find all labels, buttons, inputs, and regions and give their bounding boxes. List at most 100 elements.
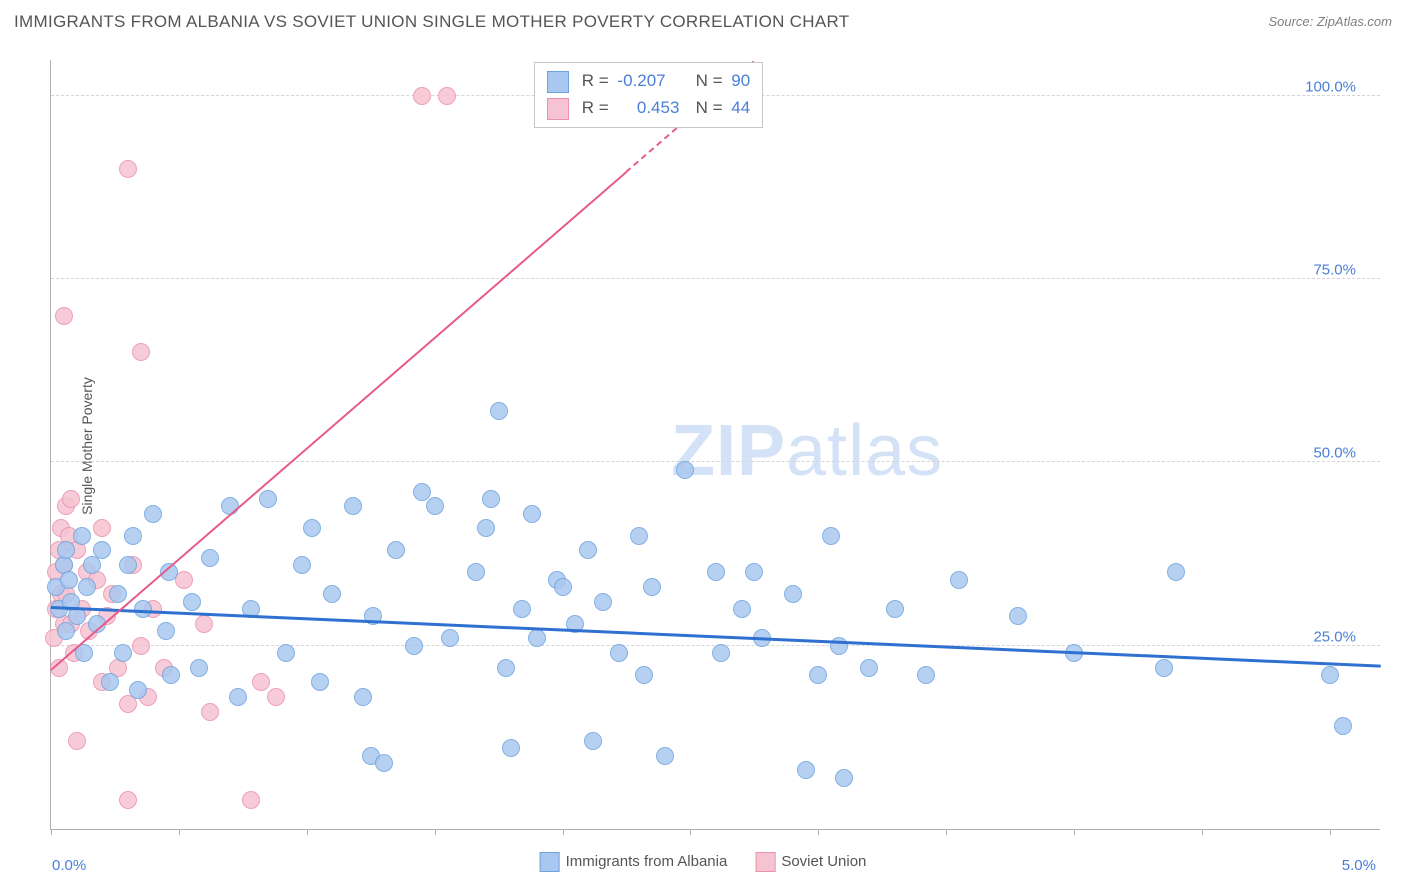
data-point-albania (579, 541, 597, 559)
scatter-plot-area: ZIPatlas 25.0%50.0%75.0%100.0% (50, 60, 1380, 830)
data-point-albania (676, 461, 694, 479)
data-point-albania (860, 659, 878, 677)
data-point-soviet (119, 791, 137, 809)
data-point-soviet (201, 703, 219, 721)
data-point-albania (387, 541, 405, 559)
data-point-albania (523, 505, 541, 523)
data-point-albania (1334, 717, 1352, 735)
correlation-swatch-albania (547, 71, 569, 93)
data-point-albania (712, 644, 730, 662)
data-point-soviet (62, 490, 80, 508)
watermark-bold: ZIP (671, 411, 786, 491)
data-point-albania (114, 644, 132, 662)
data-point-albania (60, 571, 78, 589)
data-point-soviet (413, 87, 431, 105)
data-point-albania (293, 556, 311, 574)
data-point-albania (426, 497, 444, 515)
data-point-albania (745, 563, 763, 581)
data-point-albania (78, 578, 96, 596)
legend-item-albania: Immigrants from Albania (540, 852, 728, 872)
source-prefix: Source: (1268, 14, 1316, 29)
r-label: R = (582, 71, 609, 90)
data-point-soviet (93, 519, 111, 537)
r-label: R = (582, 98, 609, 117)
legend-label-albania: Immigrants from Albania (566, 853, 728, 870)
data-point-soviet (267, 688, 285, 706)
data-point-soviet (175, 571, 193, 589)
data-point-albania (822, 527, 840, 545)
data-point-albania (1155, 659, 1173, 677)
data-point-soviet (132, 637, 150, 655)
data-point-albania (259, 490, 277, 508)
data-point-albania (630, 527, 648, 545)
data-point-albania (101, 673, 119, 691)
data-point-albania (707, 563, 725, 581)
watermark: ZIPatlas (671, 410, 943, 492)
x-tick (818, 829, 819, 835)
data-point-soviet (132, 343, 150, 361)
legend-swatch-albania (540, 852, 560, 872)
data-point-soviet (438, 87, 456, 105)
y-tick-label: 25.0% (1313, 628, 1356, 645)
data-point-albania (467, 563, 485, 581)
data-point-albania (229, 688, 247, 706)
data-point-albania (344, 497, 362, 515)
data-point-soviet (68, 732, 86, 750)
chart-title: IMMIGRANTS FROM ALBANIA VS SOVIET UNION … (14, 12, 849, 31)
x-tick (563, 829, 564, 835)
legend-swatch-soviet (755, 852, 775, 872)
data-point-albania (1009, 607, 1027, 625)
data-point-albania (144, 505, 162, 523)
x-tick (1202, 829, 1203, 835)
data-point-albania (157, 622, 175, 640)
data-point-soviet (55, 307, 73, 325)
correlation-legend-box: R = -0.207 N = 90 R = 0.453 N = 44 (534, 62, 763, 128)
y-tick-label: 100.0% (1305, 78, 1356, 95)
data-point-albania (354, 688, 372, 706)
data-point-albania (635, 666, 653, 684)
data-point-albania (554, 578, 572, 596)
y-tick-label: 50.0% (1313, 445, 1356, 462)
data-point-albania (119, 556, 137, 574)
data-point-albania (375, 754, 393, 772)
data-point-albania (584, 732, 602, 750)
data-point-albania (835, 769, 853, 787)
data-point-soviet (252, 673, 270, 691)
data-point-albania (441, 629, 459, 647)
data-point-albania (917, 666, 935, 684)
data-point-albania (797, 761, 815, 779)
data-point-albania (183, 593, 201, 611)
data-point-soviet (195, 615, 213, 633)
data-point-albania (277, 644, 295, 662)
data-point-albania (528, 629, 546, 647)
data-point-albania (643, 578, 661, 596)
data-point-albania (201, 549, 219, 567)
data-point-albania (57, 541, 75, 559)
legend-item-soviet: Soviet Union (755, 852, 866, 872)
data-point-albania (477, 519, 495, 537)
x-tick (435, 829, 436, 835)
data-point-albania (311, 673, 329, 691)
data-point-albania (733, 600, 751, 618)
x-tick (1074, 829, 1075, 835)
data-point-albania (886, 600, 904, 618)
data-point-albania (124, 527, 142, 545)
r-value-soviet: 0.453 (617, 94, 679, 121)
x-tick (179, 829, 180, 835)
watermark-light: atlas (786, 411, 943, 491)
data-point-albania (162, 666, 180, 684)
data-point-albania (129, 681, 147, 699)
x-tick (946, 829, 947, 835)
data-point-albania (950, 571, 968, 589)
n-value-albania: 90 (731, 67, 750, 94)
data-point-albania (594, 593, 612, 611)
x-tick-left: 0.0% (52, 857, 86, 874)
data-point-soviet (119, 160, 137, 178)
chart-header: IMMIGRANTS FROM ALBANIA VS SOVIET UNION … (14, 12, 1392, 40)
x-tick (690, 829, 691, 835)
data-point-albania (830, 637, 848, 655)
x-tick (1330, 829, 1331, 835)
data-point-albania (656, 747, 674, 765)
data-point-albania (497, 659, 515, 677)
data-point-albania (303, 519, 321, 537)
